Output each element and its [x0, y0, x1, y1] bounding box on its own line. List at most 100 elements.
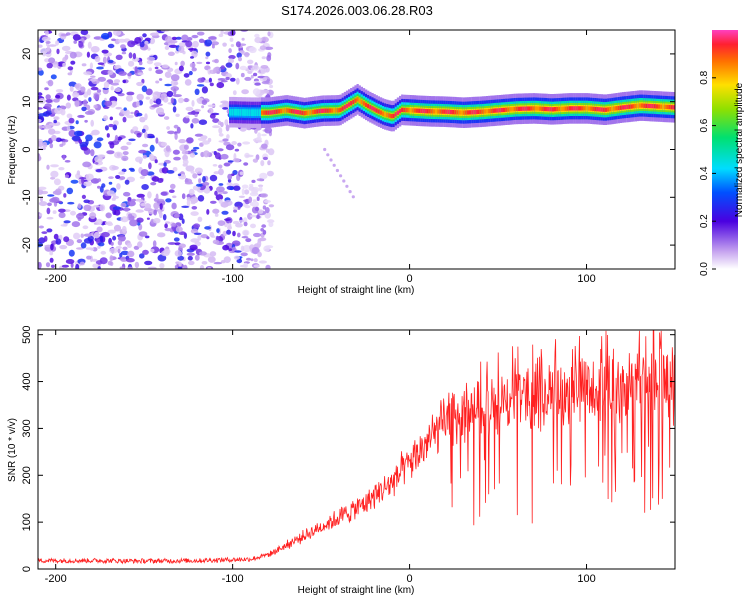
noise-blob — [261, 81, 270, 85]
noise-blob — [109, 116, 114, 121]
noise-blob — [128, 213, 133, 218]
noise-blob — [226, 134, 230, 140]
noise-blob — [142, 154, 147, 159]
noise-blob — [253, 140, 263, 143]
noise-blob — [116, 183, 121, 190]
noise-blob — [218, 183, 224, 186]
noise-blob — [218, 133, 224, 137]
noise-blob — [250, 223, 256, 229]
noise-blob — [145, 88, 153, 96]
noise-blob — [247, 59, 254, 65]
noise-blob — [245, 257, 252, 261]
noise-blob — [254, 82, 261, 86]
noise-blob — [165, 221, 171, 224]
noise-blob — [166, 126, 171, 130]
noise-blob — [139, 116, 146, 123]
ridge-core — [420, 108, 423, 113]
noise-blob — [66, 187, 74, 195]
noise-blob — [72, 92, 80, 98]
noise-speckle — [38, 30, 275, 269]
noise-blob — [207, 256, 216, 263]
noise-blob — [66, 113, 73, 119]
noise-blob — [46, 216, 54, 220]
noise-blob — [72, 34, 81, 41]
ridge-core — [439, 109, 442, 114]
noise-blob — [205, 56, 209, 60]
spectrogram-xlabel: Height of straight line (km) — [298, 285, 415, 296]
noise-blob — [223, 200, 233, 206]
noise-blob — [45, 99, 53, 103]
noise-blob — [140, 169, 149, 177]
noise-blob — [261, 224, 267, 228]
noise-blob — [135, 156, 143, 163]
noise-blob — [233, 185, 241, 191]
ridge-core — [403, 107, 406, 113]
noise-blob — [53, 116, 60, 120]
noise-blob — [47, 79, 54, 87]
ridge-core — [316, 109, 319, 114]
noise-blob — [247, 65, 253, 69]
noise-blob — [113, 79, 121, 84]
ridge-core — [462, 110, 465, 115]
noise-blob — [125, 258, 135, 263]
spectrogram-plot-area — [38, 30, 675, 269]
spectrogram-ytick-label: -10 — [21, 189, 33, 205]
ridge-core — [382, 111, 385, 116]
spectrogram-frame — [37, 29, 676, 270]
noise-blob — [146, 56, 156, 61]
ridge-core — [384, 112, 387, 117]
snr-ytick-label: 400 — [21, 372, 33, 390]
ridge-core — [503, 107, 506, 113]
noise-blob — [134, 37, 142, 44]
noise-blob — [222, 230, 228, 237]
ridge-cell — [250, 109, 253, 116]
ridge-core — [261, 110, 264, 115]
noise-blob — [58, 167, 65, 171]
ridge-core — [265, 110, 268, 115]
noise-blob — [232, 158, 241, 163]
ridge-core — [641, 103, 644, 108]
noise-blob — [46, 228, 53, 233]
noise-blob — [165, 198, 172, 203]
noise-blob — [66, 125, 71, 132]
ridge-core — [549, 107, 552, 112]
noise-blob — [59, 143, 64, 147]
noise-blob — [126, 95, 133, 102]
noise-blob — [222, 107, 229, 110]
noise-blob — [220, 30, 224, 35]
noise-blob — [267, 219, 275, 224]
noise-blob — [38, 67, 43, 72]
ridge-core — [454, 110, 457, 115]
noise-blob — [172, 106, 177, 113]
noise-blob — [233, 255, 240, 260]
ridge-core — [585, 106, 589, 111]
noise-blob — [155, 193, 159, 201]
ridge-core — [469, 110, 472, 115]
noise-blob — [136, 93, 144, 101]
noise-blob — [123, 109, 130, 116]
colorbar-tick-label: 0.8 — [699, 70, 710, 84]
ridge-core — [337, 108, 340, 113]
noise-blob — [190, 201, 196, 205]
noise-blob — [95, 162, 99, 165]
noise-blob — [200, 234, 208, 239]
noise-blob — [157, 178, 164, 183]
noise-blob — [248, 46, 257, 54]
ridge-core — [303, 111, 306, 116]
ridge-core — [275, 109, 279, 114]
noise-blob — [164, 150, 170, 158]
noise-blob — [248, 183, 254, 187]
noise-blob — [171, 222, 177, 227]
noise-blob — [190, 211, 199, 217]
ridge-core — [602, 107, 606, 112]
noise-blob — [93, 93, 100, 100]
noise-blob — [235, 62, 240, 70]
noise-blob — [102, 56, 107, 64]
noise-blob — [105, 221, 109, 225]
noise-blob — [194, 133, 204, 137]
noise-blob — [173, 237, 180, 242]
noise-blob — [148, 67, 152, 72]
noise-blob — [151, 104, 160, 108]
ridge-core — [624, 105, 627, 110]
noise-blob — [62, 62, 66, 68]
